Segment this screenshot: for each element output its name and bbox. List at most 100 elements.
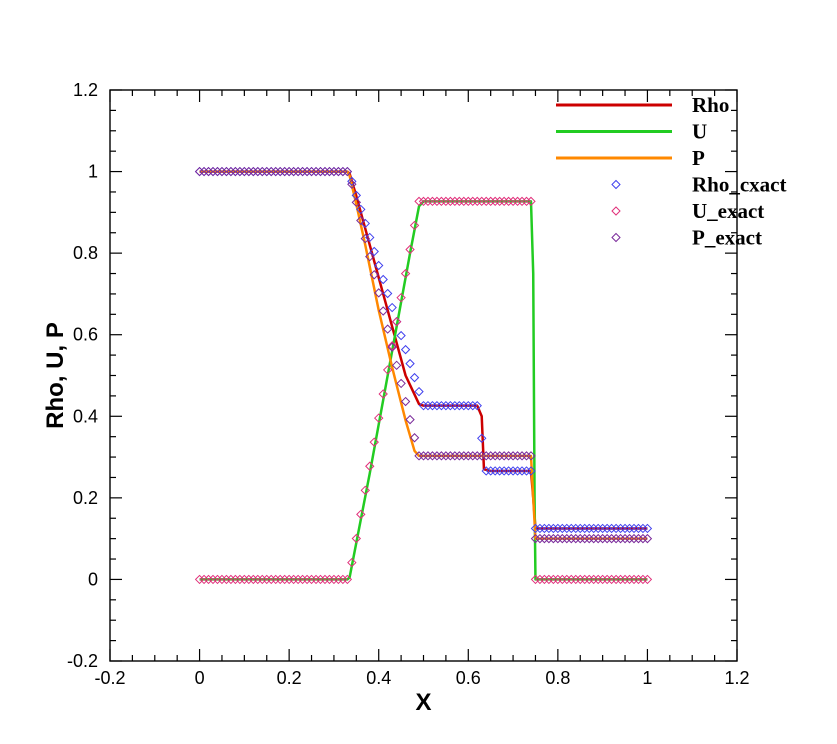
marker-u_exact bbox=[575, 574, 585, 585]
marker-u_exact bbox=[526, 196, 536, 207]
marker-rho_cxact bbox=[503, 466, 514, 476]
marker-u_exact bbox=[369, 437, 379, 447]
marker-rho_cxact bbox=[544, 523, 554, 534]
marker-p_exact bbox=[539, 533, 550, 544]
marker-p_exact bbox=[432, 451, 442, 461]
marker-u_exact bbox=[490, 196, 500, 207]
marker-u_exact bbox=[602, 574, 612, 585]
marker-rho_cxact bbox=[508, 466, 518, 476]
marker-rho_cxact bbox=[387, 302, 397, 313]
marker-u_exact bbox=[539, 574, 550, 585]
marker-rho_cxact bbox=[472, 400, 482, 411]
x-tick-label: 0.4 bbox=[366, 668, 391, 688]
marker-rho_cxact bbox=[584, 523, 594, 534]
marker-p_exact bbox=[418, 451, 429, 461]
marker-u_exact bbox=[521, 196, 532, 207]
marker-u_exact bbox=[512, 196, 523, 207]
legend-item-rho: Rho bbox=[556, 93, 729, 117]
marker-u_exact bbox=[194, 574, 205, 585]
x-tick-label: 1 bbox=[642, 668, 652, 688]
marker-p_exact bbox=[262, 166, 272, 177]
marker-rho_cxact bbox=[423, 400, 433, 411]
marker-u_exact bbox=[360, 485, 370, 496]
marker-p_exact bbox=[454, 451, 465, 461]
marker-rho_cxact bbox=[490, 466, 500, 476]
legend-item-p_exact: P_exact bbox=[611, 226, 762, 250]
marker-u_exact bbox=[378, 389, 388, 399]
legend-item-rho_cxact: Rho_cxact bbox=[611, 173, 786, 197]
y-tick-label: 0 bbox=[88, 569, 98, 589]
marker-p_exact bbox=[526, 451, 536, 461]
marker-p_exact bbox=[311, 166, 321, 177]
marker-p_exact bbox=[508, 451, 518, 461]
marker-p_exact bbox=[624, 533, 635, 544]
marker-u_exact bbox=[615, 574, 626, 585]
marker-p_exact bbox=[199, 166, 209, 177]
marker-rho_cxact bbox=[517, 466, 527, 476]
legend-label: Rho_cxact bbox=[692, 173, 786, 197]
marker-p_exact bbox=[611, 533, 621, 544]
marker-rho_cxact bbox=[499, 466, 509, 476]
marker-u_exact bbox=[315, 574, 326, 585]
marker-u_exact bbox=[324, 574, 335, 585]
series-p_exact-markers bbox=[194, 166, 653, 544]
series-u-path bbox=[199, 200, 648, 581]
marker-u_exact bbox=[499, 196, 509, 207]
marker-p_exact bbox=[629, 533, 639, 544]
marker-u_exact bbox=[293, 574, 303, 585]
marker-p_exact bbox=[382, 324, 393, 334]
marker-p_exact bbox=[365, 251, 375, 262]
marker-p_exact bbox=[320, 166, 330, 177]
marker-rho_cxact bbox=[351, 190, 362, 201]
marker-p_exact bbox=[588, 533, 599, 544]
marker-p_exact bbox=[270, 166, 281, 177]
marker-p_exact bbox=[351, 197, 362, 208]
marker-rho_cxact bbox=[629, 523, 639, 534]
marker-rho_cxact bbox=[450, 400, 460, 411]
marker-u_exact bbox=[409, 220, 420, 231]
marker-u_exact bbox=[396, 292, 406, 303]
marker-p_exact bbox=[593, 533, 603, 544]
marker-u_exact bbox=[606, 574, 617, 585]
marker-u_exact bbox=[642, 574, 653, 585]
legend-item-u: U bbox=[556, 120, 707, 144]
marker-p_exact bbox=[427, 451, 438, 461]
marker-rho_cxact bbox=[409, 372, 420, 383]
marker-p_exact bbox=[642, 533, 653, 544]
marker-p_exact bbox=[217, 166, 227, 177]
marker-rho_cxact bbox=[530, 523, 541, 534]
marker-p_exact bbox=[253, 166, 263, 177]
marker-u_exact bbox=[414, 196, 424, 207]
marker-rho_cxact bbox=[633, 523, 644, 534]
marker-p_exact bbox=[571, 533, 581, 544]
marker-p_exact bbox=[302, 166, 312, 177]
marker-rho_cxact bbox=[638, 523, 648, 534]
legend-item-u_exact: U_exact bbox=[611, 199, 764, 223]
marker-p_exact bbox=[468, 451, 478, 461]
marker-u_exact bbox=[244, 574, 254, 585]
marker-rho_cxact bbox=[481, 466, 491, 476]
marker-rho_cxact bbox=[485, 466, 496, 476]
marker-u_exact bbox=[445, 196, 456, 207]
marker-u_exact bbox=[387, 341, 397, 351]
marker-u_exact bbox=[566, 574, 577, 585]
marker-p_exact bbox=[544, 533, 554, 544]
marker-p_exact bbox=[297, 166, 308, 177]
marker-u_exact bbox=[257, 574, 267, 585]
marker-u_exact bbox=[226, 574, 236, 585]
marker-p_exact bbox=[485, 451, 496, 461]
series-rho-path bbox=[199, 170, 648, 530]
x-axis-title: X bbox=[415, 689, 431, 716]
marker-rho_cxact bbox=[441, 400, 451, 411]
marker-u_exact bbox=[629, 574, 639, 585]
marker-rho_cxact bbox=[436, 400, 447, 411]
legend-label: Rho bbox=[692, 93, 729, 117]
marker-p_exact bbox=[615, 533, 626, 544]
marker-rho_cxact bbox=[526, 466, 536, 476]
marker-rho_cxact bbox=[575, 523, 585, 534]
marker-rho_cxact bbox=[432, 400, 442, 411]
marker-p_exact bbox=[503, 451, 514, 461]
y-tick-label: 0.2 bbox=[73, 488, 98, 508]
marker-rho_cxact bbox=[494, 466, 505, 476]
marker-u_exact bbox=[275, 574, 285, 585]
